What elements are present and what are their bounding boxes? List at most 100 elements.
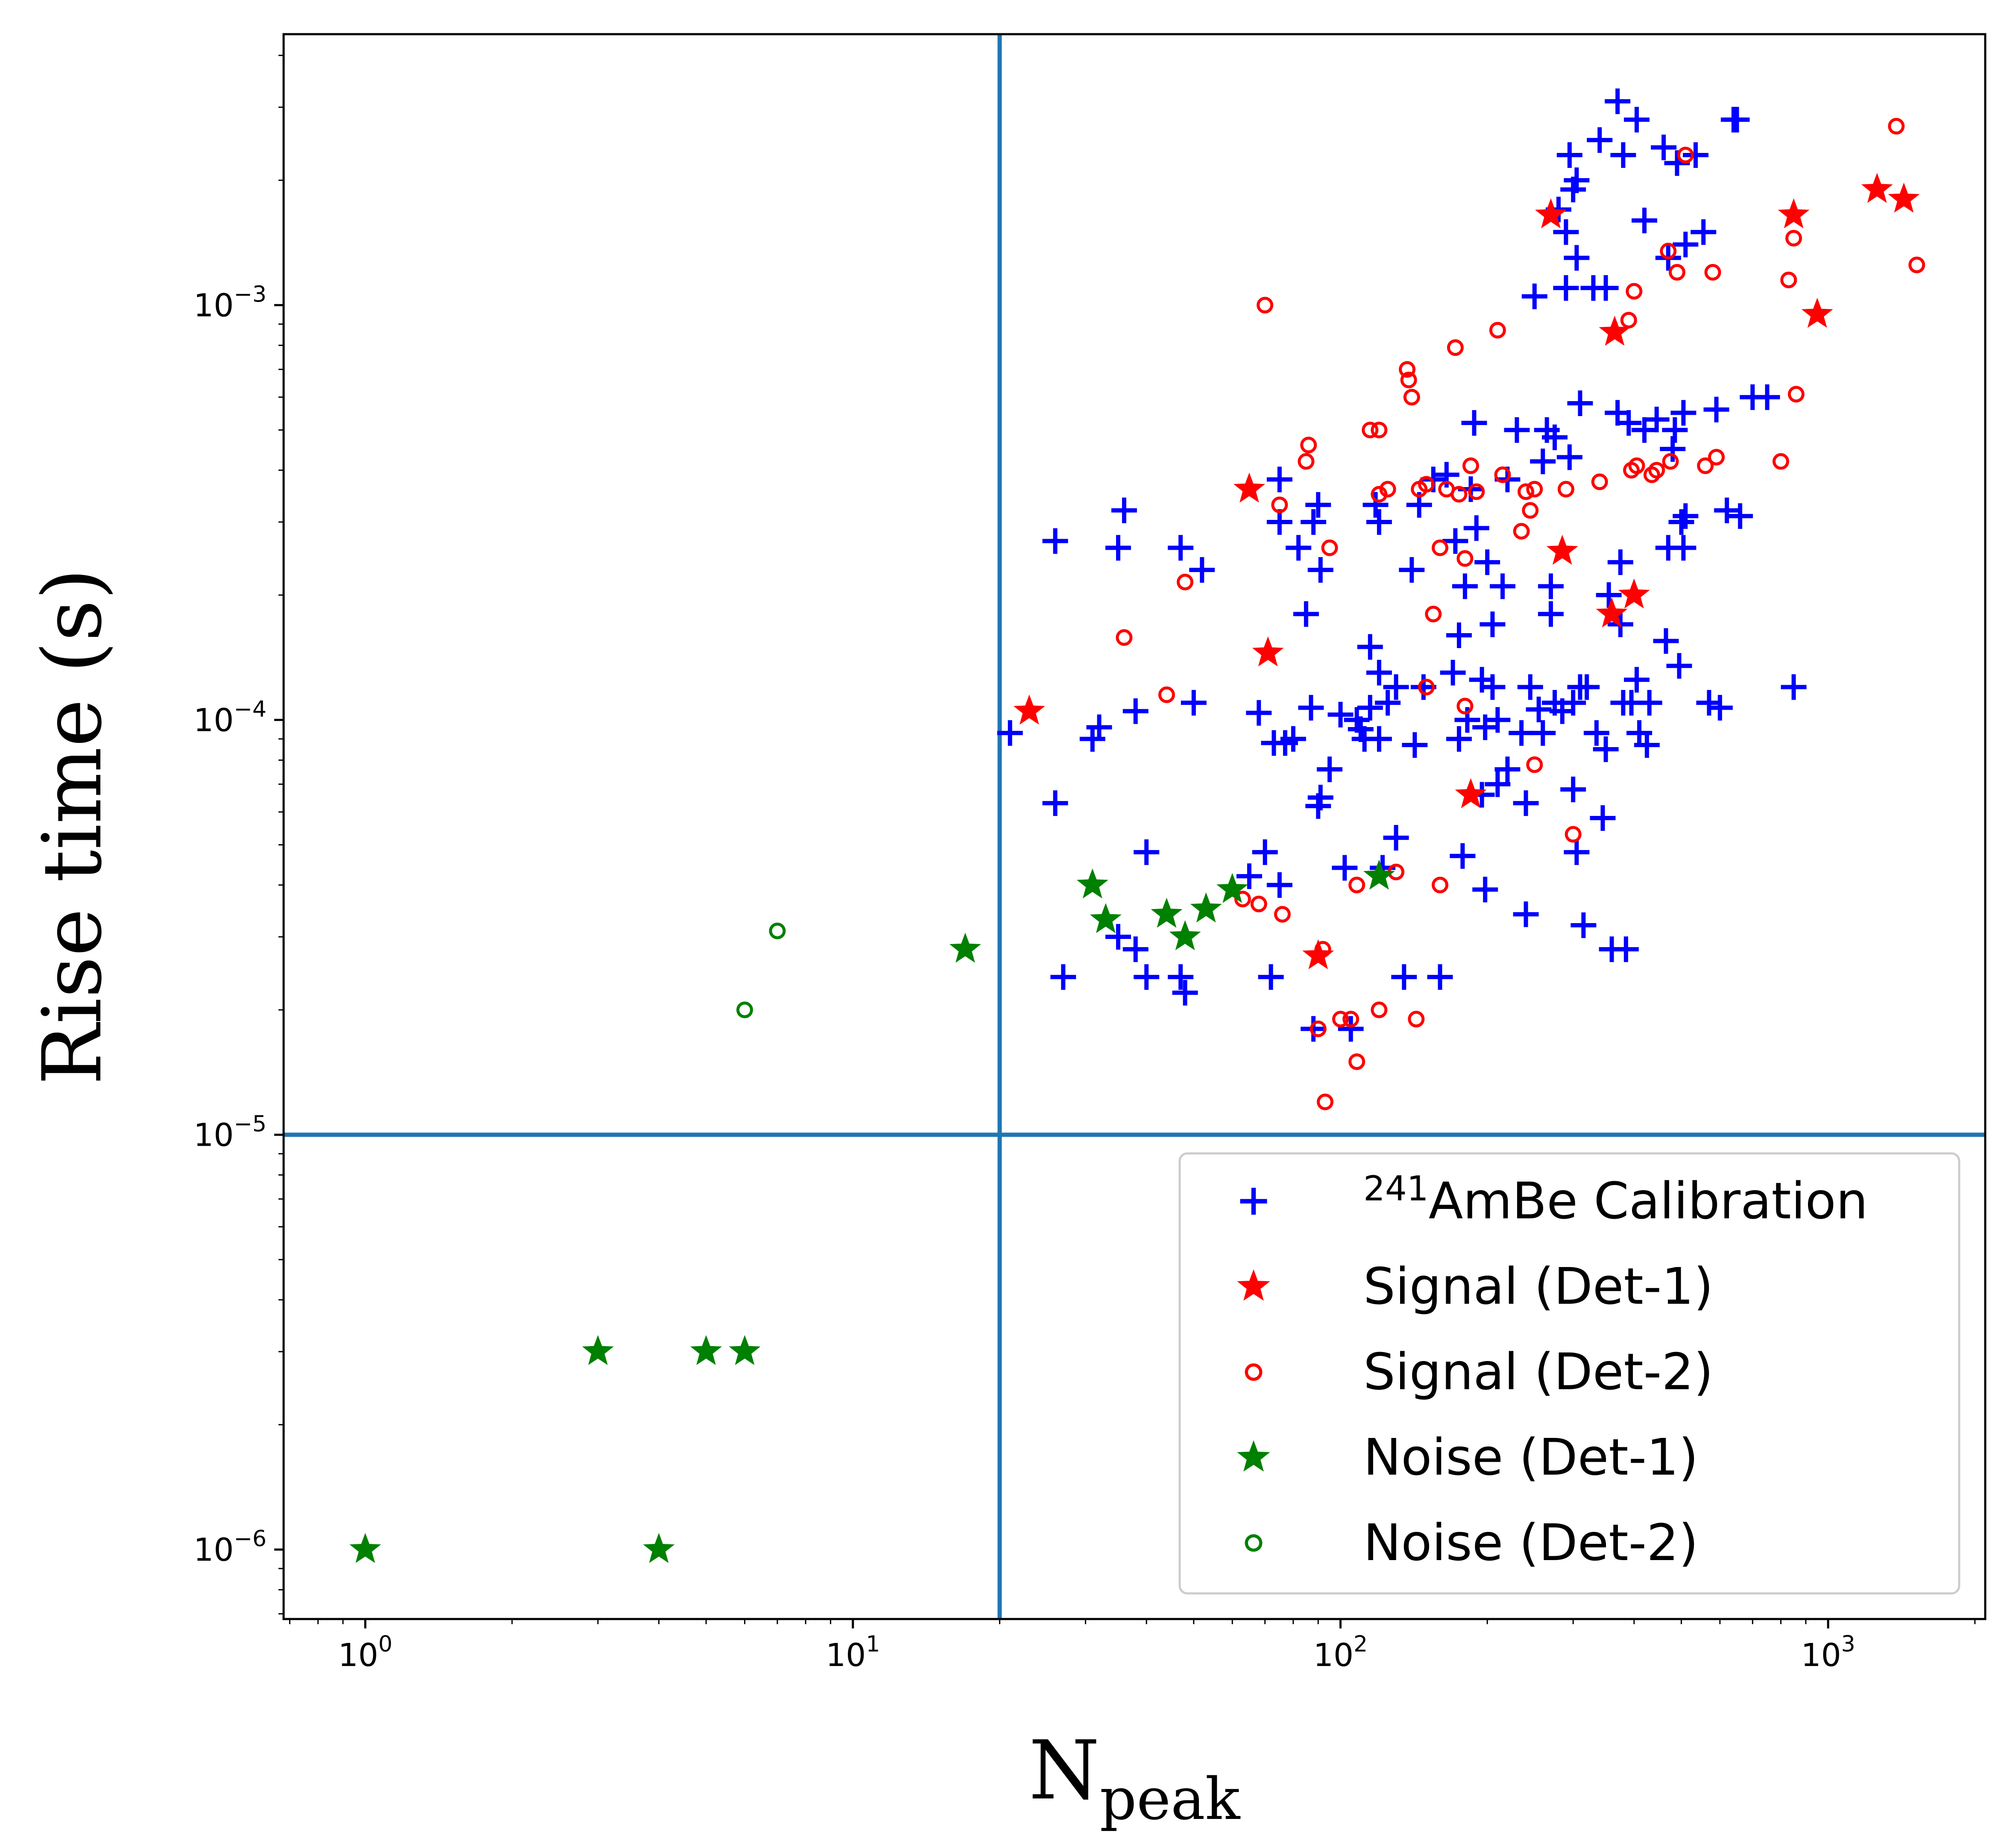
- data-point: [1399, 557, 1425, 583]
- data-point: [1636, 690, 1662, 716]
- data-point: [949, 933, 981, 963]
- x-axis-title-subscript: peak: [1100, 1766, 1241, 1833]
- data-point: [1513, 901, 1539, 927]
- x-tick-label: 103: [1801, 1631, 1855, 1674]
- data-point: [1310, 1020, 1327, 1037]
- data-point: [1357, 695, 1383, 721]
- data-points: [349, 88, 1925, 1563]
- data-point: [1151, 898, 1183, 928]
- data-point: [1402, 732, 1428, 758]
- data-point: [1371, 422, 1388, 439]
- data-point: [1450, 843, 1476, 869]
- data-point: [1086, 714, 1112, 740]
- data-point: [1408, 1011, 1425, 1028]
- data-point: [1298, 453, 1315, 470]
- data-point: [1357, 634, 1383, 660]
- data-point: [1274, 906, 1291, 923]
- data-point: [1327, 701, 1354, 727]
- data-point: [1474, 549, 1500, 575]
- data-point: [1258, 964, 1284, 990]
- data-point: [1383, 825, 1409, 851]
- data-point: [1400, 372, 1417, 389]
- data-point: [1618, 578, 1650, 609]
- data-point: [1605, 88, 1631, 114]
- data-point: [1252, 839, 1278, 865]
- data-point: [1246, 700, 1272, 726]
- data-point: [1168, 964, 1194, 990]
- data-point: [1286, 535, 1312, 561]
- data-point: [1801, 298, 1833, 328]
- data-point: [1560, 690, 1586, 716]
- data-point: [1379, 481, 1396, 498]
- data-point: [1432, 539, 1449, 556]
- data-point: [1607, 549, 1633, 575]
- data-point: [1538, 573, 1564, 599]
- data-point: [1626, 283, 1643, 300]
- data-point: [1670, 400, 1696, 426]
- data-point: [1780, 271, 1797, 288]
- legend-marker-2: [1245, 1363, 1263, 1381]
- x-axis-title: Npeak: [1029, 1723, 1241, 1833]
- data-point: [1596, 582, 1622, 608]
- data-point: [1542, 424, 1568, 450]
- data-point: [1564, 167, 1590, 193]
- data-point: [1908, 256, 1925, 273]
- data-point: [1494, 757, 1521, 783]
- data-point: [1233, 472, 1265, 503]
- legend-label-signal-det1: Signal (Det-1): [1363, 1257, 1713, 1316]
- data-point: [1662, 417, 1688, 443]
- data-point: [1363, 859, 1395, 890]
- data-point: [1216, 873, 1248, 903]
- data-point: [1042, 790, 1068, 816]
- legend-label-ambe-superscript: 241: [1363, 1169, 1429, 1209]
- data-point: [1530, 449, 1556, 475]
- data-point: [1105, 535, 1131, 561]
- data-point: [1509, 720, 1535, 746]
- data-point: [1122, 698, 1149, 724]
- reference-lines: [284, 34, 1985, 1619]
- data-point: [1305, 492, 1331, 518]
- data-point: [1266, 872, 1292, 898]
- data-point: [1538, 601, 1564, 627]
- data-point: [1485, 771, 1511, 797]
- series-3: [349, 859, 1395, 1563]
- data-point: [1461, 410, 1487, 436]
- data-point: [1754, 384, 1780, 410]
- data-point: [1480, 611, 1506, 637]
- data-point: [1888, 117, 1905, 135]
- data-point: [1456, 698, 1474, 715]
- data-point: [1521, 283, 1547, 309]
- data-point: [1362, 422, 1379, 439]
- data-point: [1660, 436, 1686, 462]
- data-point: [1366, 726, 1392, 752]
- data-point: [1535, 198, 1567, 229]
- data-point: [1301, 1016, 1327, 1042]
- legend-box: [1178, 1152, 1960, 1595]
- data-point: [1172, 980, 1198, 1006]
- data-point: [1557, 481, 1574, 498]
- data-point: [1463, 515, 1489, 541]
- data-point: [1342, 1011, 1360, 1028]
- data-point: [1773, 453, 1790, 470]
- data-point: [1280, 726, 1306, 752]
- data-point: [1703, 396, 1729, 422]
- legend-marker-0: [1240, 1188, 1267, 1215]
- data-point: [1348, 877, 1365, 894]
- data-point: [1177, 574, 1194, 591]
- data-point: [1266, 509, 1292, 535]
- data-point: [1446, 622, 1472, 648]
- data-point: [1513, 523, 1530, 540]
- y-tick-label: 10−3: [193, 282, 267, 324]
- data-point: [1116, 629, 1133, 646]
- data-point: [1168, 535, 1194, 561]
- data-point: [1366, 509, 1392, 535]
- data-point: [1105, 924, 1131, 950]
- data-point: [1234, 891, 1251, 908]
- data-point: [1668, 264, 1685, 281]
- data-point: [1546, 534, 1578, 565]
- data-point: [1252, 636, 1284, 667]
- data-point: [1366, 660, 1392, 686]
- data-point: [1662, 453, 1679, 470]
- data-point: [1530, 720, 1556, 746]
- data-point: [1485, 707, 1511, 733]
